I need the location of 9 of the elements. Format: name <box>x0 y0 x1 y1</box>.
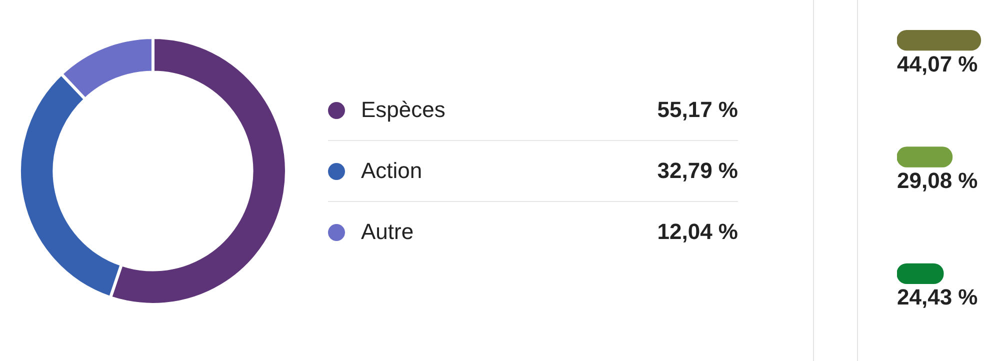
data-label: 24,43 % <box>897 284 978 310</box>
data-label: 44,07 % <box>897 51 978 76</box>
legend-label: Action <box>361 158 424 184</box>
data-label: 32,79 % <box>657 158 738 184</box>
data-label: 55,17 % <box>657 97 738 123</box>
legend-label: Espèces <box>361 97 446 123</box>
legend-label: Autre <box>361 219 415 245</box>
data-label: 29,08 % <box>897 168 978 194</box>
data-label: 12,04 % <box>657 219 738 245</box>
